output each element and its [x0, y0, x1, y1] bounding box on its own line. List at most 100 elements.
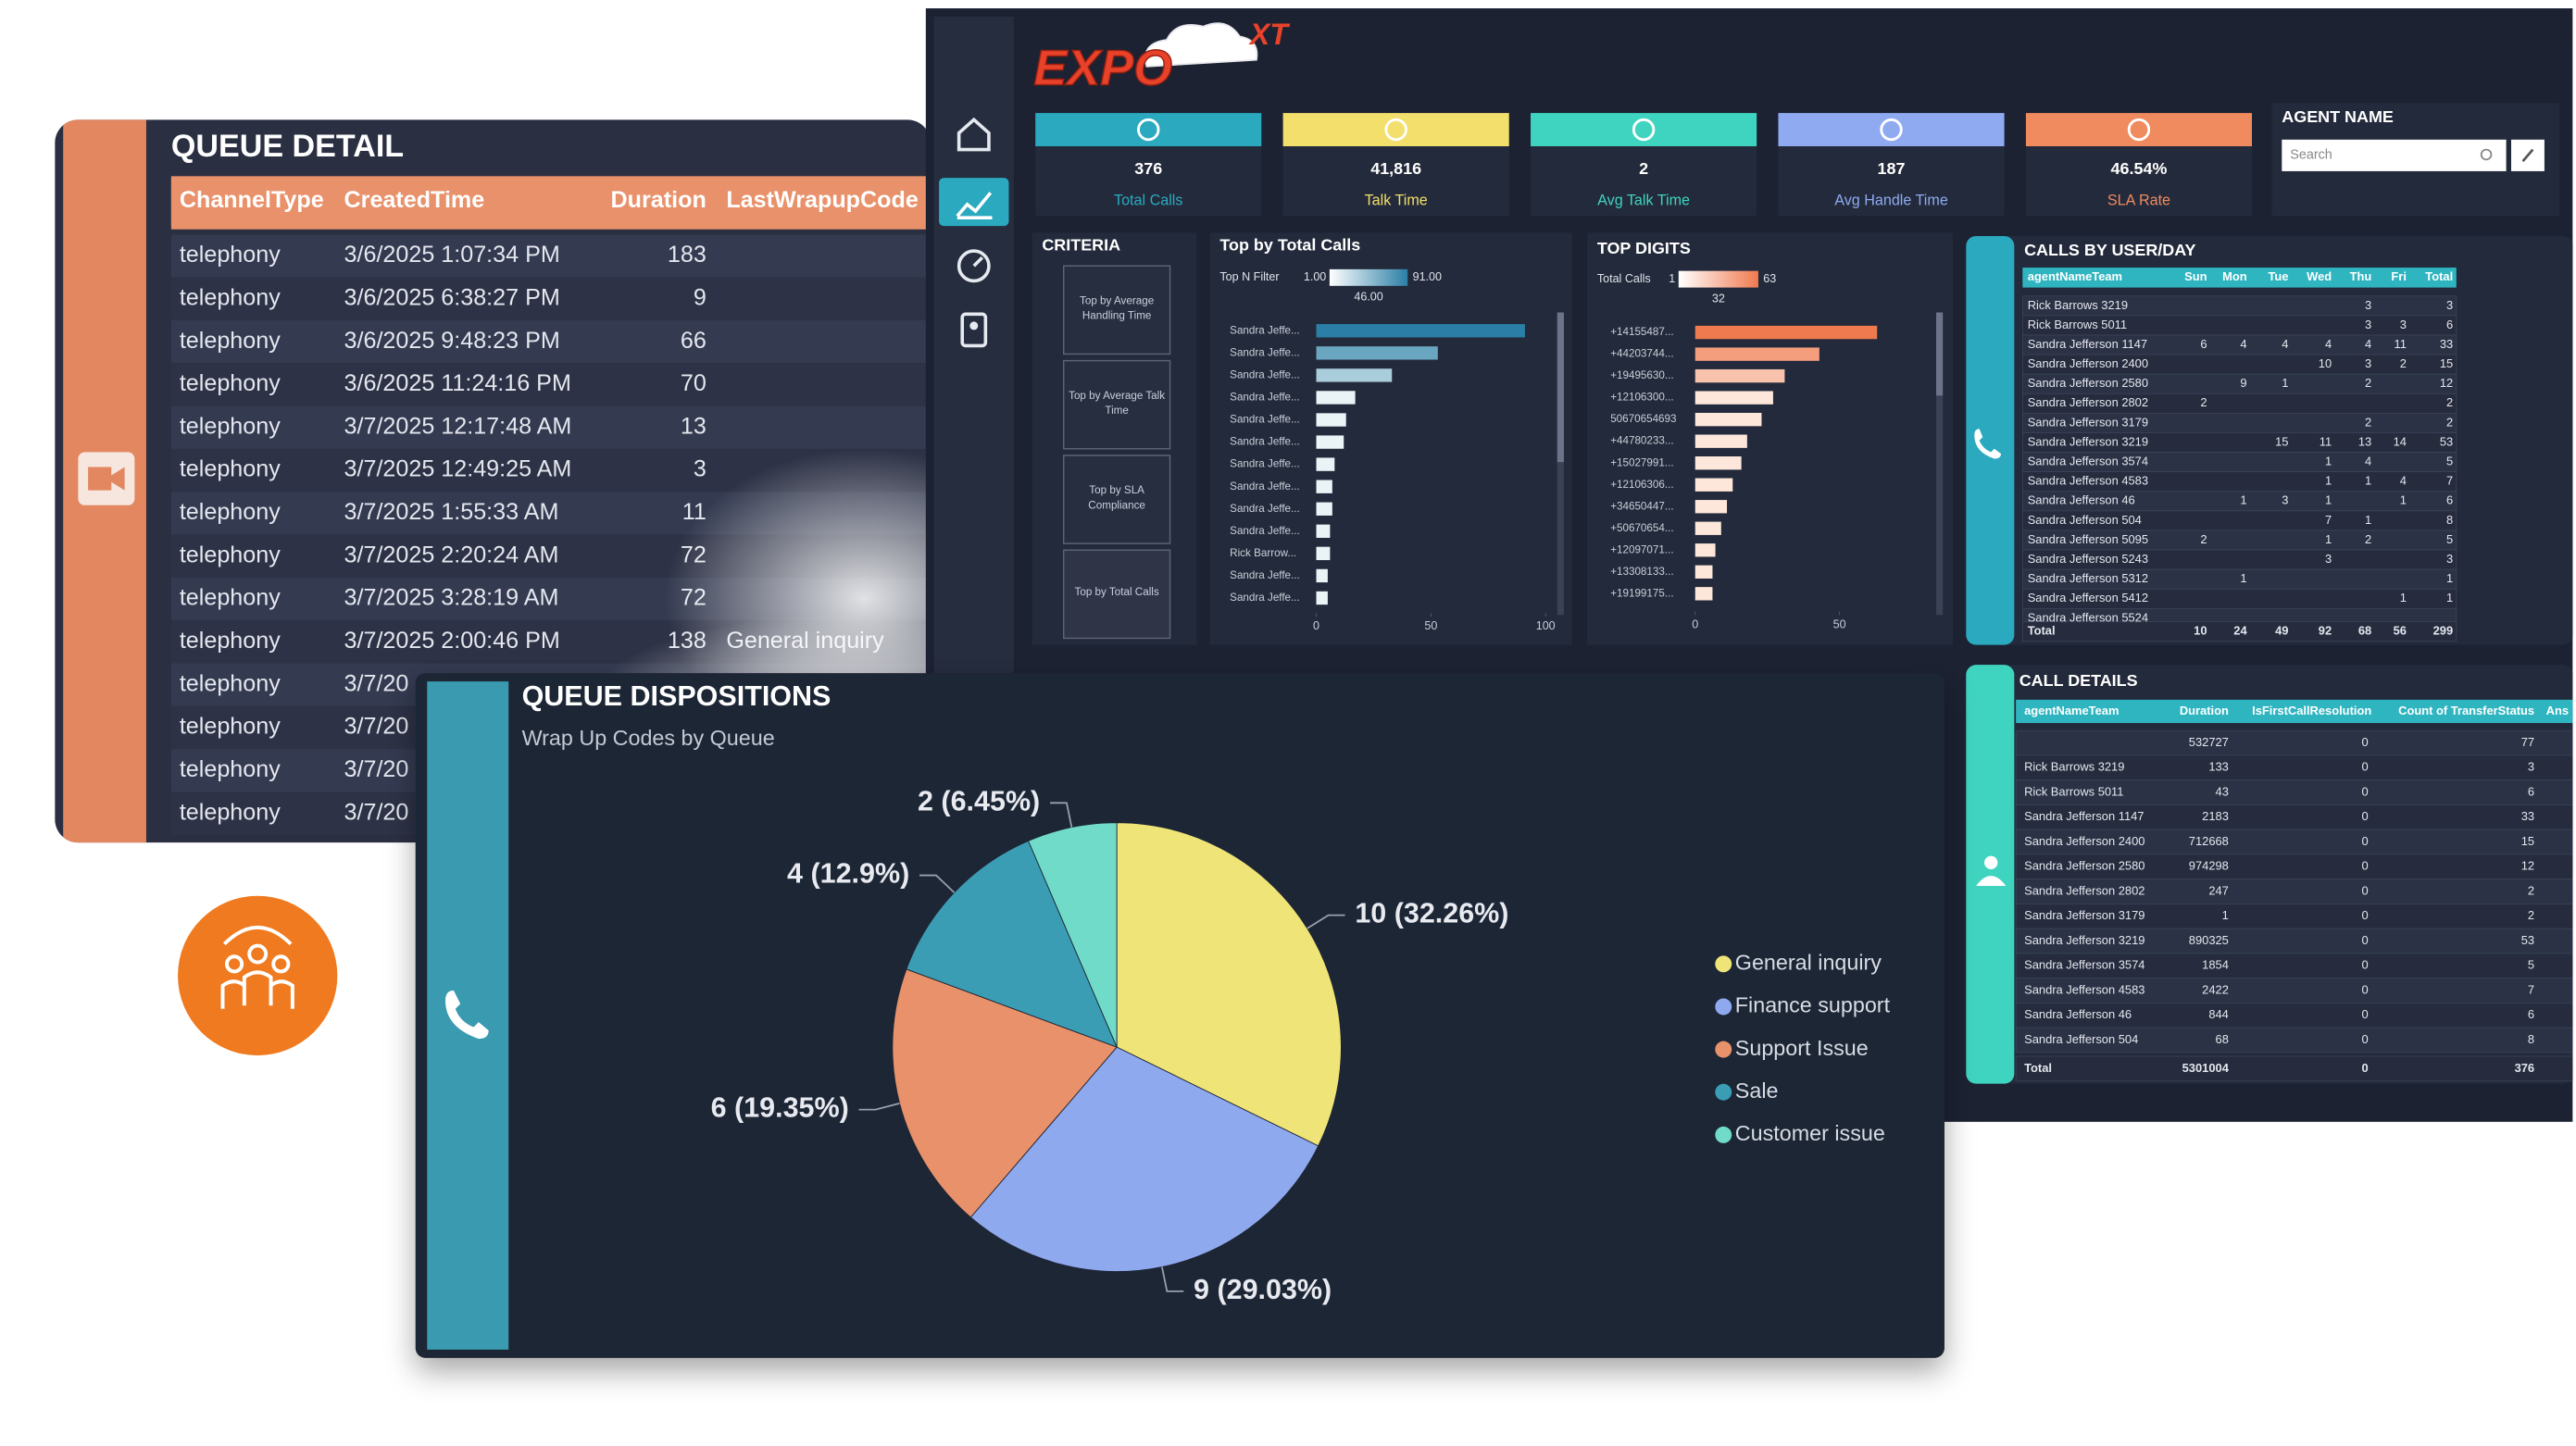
column-header: Sun — [2184, 269, 2207, 283]
cell: 53 — [2440, 434, 2453, 448]
logo: EXPO — [1033, 40, 1172, 95]
kpi-label: Avg Handle Time — [1834, 193, 1948, 209]
cell: 4 — [2400, 474, 2407, 488]
cell: Total — [2024, 1061, 2052, 1075]
nav-contact-glyph — [969, 321, 979, 330]
video-glyph — [88, 467, 125, 491]
cell: 0 — [2361, 809, 2368, 823]
bar — [1694, 434, 1747, 448]
cell: 3 — [2325, 552, 2332, 566]
table-row-bg — [170, 405, 932, 449]
cell: 2 — [2365, 376, 2371, 390]
nav-analytics-active[interactable] — [939, 178, 1009, 227]
cell: Sandra Jefferson 2400 — [2028, 356, 2148, 370]
slider-max: 91.00 — [1413, 270, 1442, 283]
cell: Sandra Jefferson 504 — [2028, 513, 2142, 527]
cell: 3/7/20 — [344, 799, 409, 825]
slider-value: 32 — [1712, 292, 1725, 305]
bar — [1316, 591, 1328, 605]
cell: 6 — [2528, 784, 2534, 798]
cell: 890325 — [2189, 933, 2229, 947]
bar — [1694, 347, 1819, 361]
legend-label: Sale — [1735, 1078, 1779, 1103]
table-row-bg — [2015, 1003, 2573, 1028]
table-header-bg — [170, 176, 932, 227]
criteria-option: Top by SLA Compliance — [1088, 485, 1145, 512]
cell: 3/7/20 — [344, 756, 409, 782]
data-label: 10 (32.26%) — [1355, 898, 1508, 929]
bar — [1316, 391, 1356, 405]
cell: 68 — [2216, 1032, 2229, 1046]
criteria-button[interactable] — [1062, 265, 1171, 355]
criteria-button[interactable] — [1062, 455, 1171, 544]
bar — [1316, 368, 1393, 382]
cell: Sandra Jefferson 46 — [2028, 493, 2135, 507]
criteria-option-text[interactable]: Top by Total Calls — [1074, 587, 1159, 599]
data-label: 9 (29.03%) — [1194, 1274, 1332, 1305]
cell: 43 — [2216, 784, 2229, 798]
chart-title: QUEUE DISPOSITIONS — [522, 680, 832, 712]
legend-swatch — [1715, 998, 1732, 1016]
nav-analytics-glyph — [956, 192, 993, 219]
filter-title: AGENT NAME — [2282, 107, 2394, 126]
cell: telephony — [180, 542, 281, 567]
column-header: ChannelType — [180, 187, 324, 213]
cell: Sandra Jefferson 2580 — [2028, 376, 2148, 390]
y-category-label: Sandra Jeffe... — [1230, 368, 1300, 380]
cell: 5 — [2528, 958, 2534, 972]
legend-label: Customer issue — [1735, 1121, 1885, 1145]
column-header: Wed — [2307, 269, 2332, 283]
criteria-option-text[interactable]: Top by Average Handling Time — [1080, 295, 1155, 322]
cell: 9 — [2240, 376, 2246, 390]
search-box[interactable] — [2282, 139, 2507, 171]
cell: Sandra Jefferson 46 — [2024, 1007, 2132, 1021]
cell: 53 — [2521, 933, 2534, 947]
cell: 92 — [2319, 624, 2332, 638]
cell: 9 — [694, 284, 707, 310]
table-row-bg — [2015, 953, 2573, 979]
criteria-option-text[interactable]: Top by SLA Compliance — [1088, 485, 1145, 512]
scrollbar[interactable] — [1935, 312, 1944, 616]
cell: 3/7/2025 1:55:33 AM — [344, 499, 559, 525]
cell: Sandra Jefferson 3574 — [2028, 455, 2148, 468]
cell: 4 — [2325, 337, 2332, 351]
kpi-band — [2025, 113, 2253, 146]
cell: 68 — [2358, 624, 2371, 638]
cell: 1 — [2400, 493, 2407, 507]
bar — [1694, 565, 1713, 579]
y-category-label: +12106300... — [1610, 392, 1673, 404]
criteria-button[interactable] — [1062, 359, 1171, 450]
cell: 2183 — [2202, 809, 2229, 823]
slider-track[interactable] — [1678, 270, 1758, 288]
scroll-thumb[interactable] — [1935, 312, 1944, 396]
y-category-label: +12097071... — [1610, 543, 1673, 555]
cell: 1 — [2365, 513, 2371, 527]
cell: 2 — [2446, 395, 2453, 409]
cell: 4 — [2282, 337, 2288, 351]
y-category-label: +50670654... — [1610, 522, 1673, 534]
cell: 0 — [2361, 859, 2368, 873]
column-header: Ans — [2546, 704, 2569, 717]
cell: 3/6/2025 6:38:27 PM — [344, 284, 560, 310]
column-header: Total — [2425, 269, 2453, 283]
cell: 974298 — [2189, 859, 2229, 873]
scroll-thumb[interactable] — [1557, 312, 1564, 463]
table-row-bg — [2015, 928, 2573, 954]
cell: 13 — [2358, 434, 2371, 448]
cell: Sandra Jefferson 3219 — [2028, 434, 2148, 448]
scrollbar[interactable] — [1557, 312, 1564, 616]
criteria-option-text[interactable]: Top by Average Talk Time — [1069, 391, 1166, 417]
y-category-label: +14155487... — [1610, 326, 1673, 338]
column-header: Mon — [2222, 269, 2247, 283]
cell: 3/7/2025 12:17:48 AM — [344, 413, 572, 439]
top-digits-bg — [1587, 232, 1953, 645]
nav-contact[interactable] — [960, 312, 988, 348]
nav-home[interactable] — [957, 117, 991, 152]
slider-track[interactable] — [1329, 268, 1408, 286]
nav-gauge[interactable] — [957, 249, 991, 283]
data-label: 2 (6.45%) — [918, 785, 1040, 816]
criteria-button[interactable] — [1062, 549, 1171, 640]
bar — [1316, 524, 1331, 538]
table-row-bg — [2015, 1027, 2573, 1053]
agent-icon — [1984, 855, 1998, 869]
